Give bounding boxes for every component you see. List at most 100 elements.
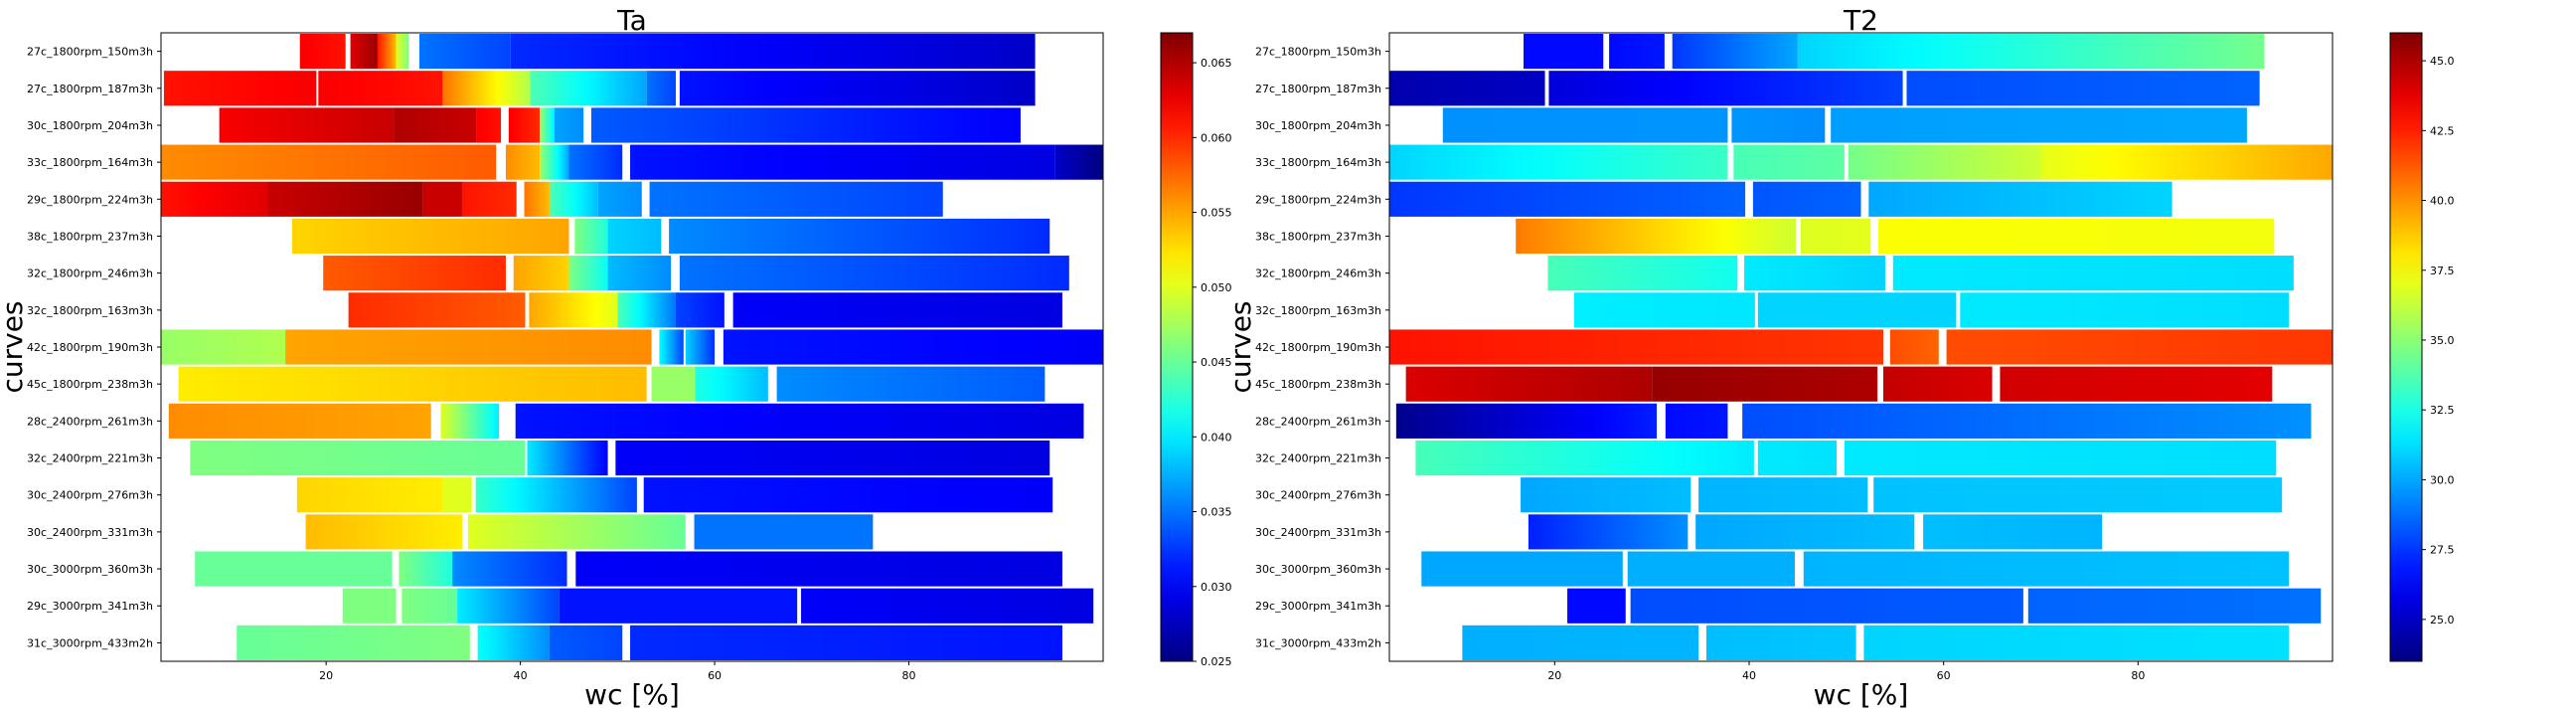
heat-segment xyxy=(323,256,506,291)
plot-frame xyxy=(160,32,1104,662)
heat-segment xyxy=(617,292,676,328)
heat-segment xyxy=(1733,144,1845,180)
heat-segment xyxy=(291,218,569,255)
heat-segment xyxy=(1731,107,1826,143)
heat-segment xyxy=(1946,329,2333,365)
heat-segment xyxy=(442,477,472,513)
colorbar-tick-label: 0.065 xyxy=(1201,57,1232,70)
y-tick-label: 30c_3000rpm_360m3h xyxy=(1255,563,1381,576)
heat-segment xyxy=(1698,477,1868,513)
heat-segment xyxy=(615,440,1050,476)
y-tick-label: 32c_1800rpm_163m3h xyxy=(1255,304,1381,317)
y-tick-label: 28c_2400rpm_261m3h xyxy=(27,415,153,428)
heat-segment xyxy=(554,107,584,143)
heat-segment xyxy=(549,181,598,217)
colorbar-tick-label: 35.0 xyxy=(2430,334,2455,347)
heat-segment xyxy=(630,625,1062,660)
heat-segment xyxy=(394,107,477,143)
heat-segment xyxy=(540,107,555,143)
heat-segment xyxy=(1672,34,1798,70)
colorbar-tick-label: 0.025 xyxy=(1201,655,1232,668)
heat-segment xyxy=(1415,440,1754,476)
heat-segment xyxy=(1395,403,1658,439)
x-tick-label: 60 xyxy=(708,669,722,682)
heat-segment xyxy=(643,477,1053,513)
colorbar-tick-label: 0.060 xyxy=(1201,131,1232,144)
y-tick-label: 32c_1800rpm_246m3h xyxy=(27,268,153,280)
heat-segment xyxy=(529,292,618,328)
heat-segment xyxy=(1744,256,1885,291)
heat-segment xyxy=(342,588,397,624)
y-tick-label: 32c_2400rpm_221m3h xyxy=(27,452,153,465)
heat-segment xyxy=(476,107,502,143)
heat-segment xyxy=(575,551,1062,587)
y-tick-label: 33c_1800rpm_164m3h xyxy=(27,156,153,169)
heat-segment xyxy=(318,71,443,106)
heat-segment xyxy=(801,588,1094,624)
colorbar-tick-label: 0.050 xyxy=(1201,281,1232,294)
heat-segment xyxy=(1547,256,1738,291)
heat-segment xyxy=(530,71,647,106)
colorbar-tick-label: 0.035 xyxy=(1201,506,1232,519)
heat-segment xyxy=(475,477,637,513)
heat-segment xyxy=(1389,71,1545,106)
heat-segment xyxy=(418,34,511,70)
heat-segment xyxy=(168,403,431,439)
heat-segment xyxy=(299,34,346,70)
heat-segment xyxy=(161,329,286,365)
y-tick-label: 42c_1800rpm_190m3h xyxy=(1255,341,1381,354)
heat-segment xyxy=(630,144,1055,180)
heat-segment xyxy=(679,256,1069,291)
heat-segment xyxy=(590,107,1021,143)
heat-segment xyxy=(1803,551,2289,587)
heat-segment xyxy=(1524,34,1604,70)
colorbar-tick-label: 27.5 xyxy=(2430,544,2455,557)
heat-segment xyxy=(237,625,470,660)
heat-segment xyxy=(1630,588,2023,624)
heat-segment xyxy=(377,34,397,70)
colorbar-tick-label: 45.0 xyxy=(2430,55,2455,68)
heat-segment xyxy=(2000,366,2273,402)
heat-segment xyxy=(540,144,569,180)
heat-segment xyxy=(723,329,1103,365)
chart-title: Ta xyxy=(616,4,647,37)
heat-segment xyxy=(1462,625,1699,660)
heat-segment xyxy=(1054,144,1103,180)
y-tick-label: 45c_1800rpm_238m3h xyxy=(1255,378,1381,391)
x-tick-label: 20 xyxy=(319,669,333,682)
heat-segment xyxy=(1889,329,1939,365)
y-axis-label: curves xyxy=(1224,300,1257,393)
y-tick-label: 45c_1800rpm_238m3h xyxy=(27,378,153,391)
heat-segment xyxy=(1389,144,1728,180)
heat-segment xyxy=(2040,144,2333,180)
y-tick-label: 27c_1800rpm_187m3h xyxy=(1255,83,1381,95)
heat-segment xyxy=(1442,107,1728,143)
y-tick-label: 32c_1800rpm_163m3h xyxy=(27,304,153,317)
y-tick-label: 30c_1800rpm_204m3h xyxy=(1255,119,1381,132)
heat-segment xyxy=(597,181,642,217)
x-tick-label: 80 xyxy=(902,669,916,682)
heat-segment xyxy=(1695,514,1915,550)
heat-segment xyxy=(568,256,608,291)
x-tick-label: 40 xyxy=(1742,669,1756,682)
y-tick-label: 38c_1800rpm_237m3h xyxy=(1255,230,1381,243)
x-tick-label: 80 xyxy=(2131,669,2145,682)
heat-segment xyxy=(1609,34,1665,70)
heat-segment xyxy=(2027,588,2322,624)
heat-segment xyxy=(732,292,1062,328)
colorbar-tick-label: 40.0 xyxy=(2430,195,2455,208)
x-tick-label: 60 xyxy=(1937,669,1951,682)
heat-segment xyxy=(646,71,676,106)
y-tick-label: 30c_2400rpm_276m3h xyxy=(27,489,153,502)
heat-segment xyxy=(685,329,716,365)
heat-segment xyxy=(1528,514,1689,550)
heat-segment xyxy=(694,514,874,550)
heat-segment xyxy=(442,71,531,106)
y-tick-label: 27c_1800rpm_187m3h xyxy=(27,83,153,95)
y-tick-label: 29c_3000rpm_341m3h xyxy=(27,600,153,613)
colorbar-tick-label: 42.5 xyxy=(2430,124,2455,137)
heat-segment xyxy=(1906,71,2260,106)
heat-segment xyxy=(568,144,623,180)
heat-segment xyxy=(659,329,684,365)
